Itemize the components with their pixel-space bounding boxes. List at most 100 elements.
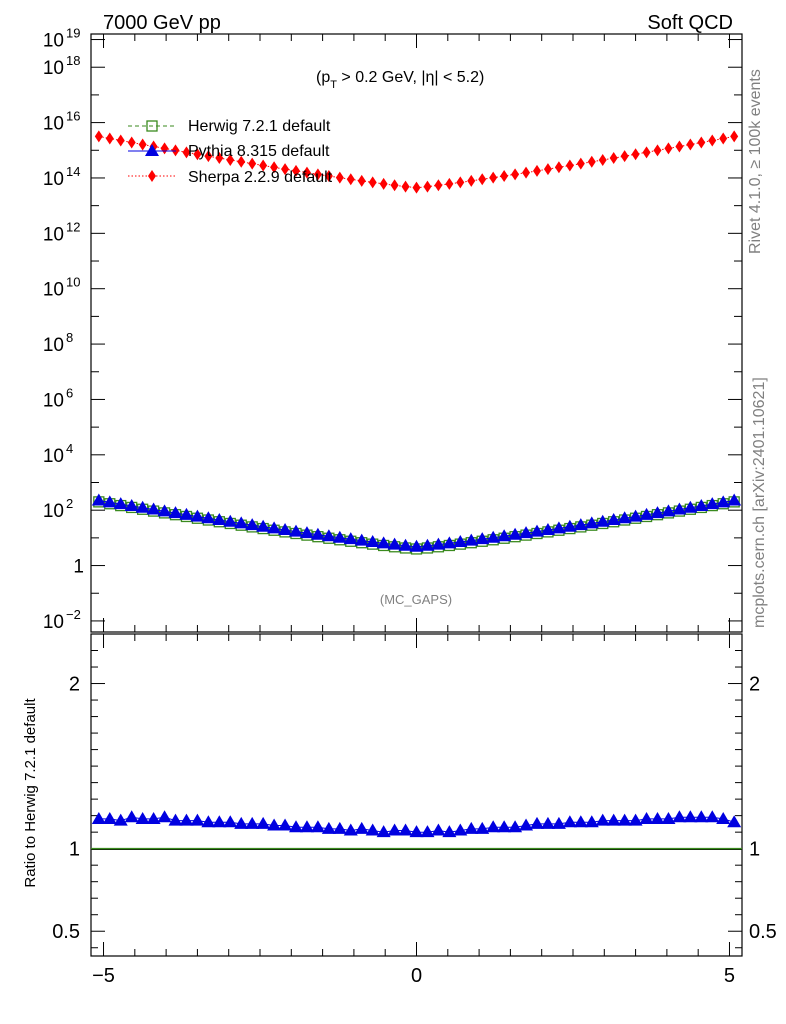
pythia-ratio-point	[694, 810, 709, 823]
pythia-ratio-point	[442, 825, 457, 838]
pythia-point	[278, 522, 293, 535]
pythia-point	[398, 538, 413, 551]
x-tick-label: −5	[92, 965, 115, 987]
pythia-ratio-point	[179, 813, 194, 826]
pythia-ratio-point	[606, 813, 621, 826]
sherpa-point	[335, 171, 344, 184]
sherpa-point	[675, 140, 684, 153]
legend-herwig-label: Herwig 7.2.1 default	[188, 118, 331, 135]
pythia-point	[256, 519, 271, 532]
pythia-point	[519, 526, 534, 539]
pythia-ratio-point	[519, 818, 534, 831]
pythia-ratio-point	[529, 816, 544, 829]
sherpa-point	[248, 157, 257, 170]
pythia-ratio-point	[628, 813, 643, 826]
pythia-ratio-point	[617, 813, 632, 826]
sherpa-point	[226, 153, 235, 166]
pythia-point	[540, 522, 555, 535]
sherpa-point	[532, 164, 541, 177]
pythia-point	[595, 514, 610, 527]
pythia-point	[201, 511, 216, 524]
y-tick-exponent: 16	[66, 109, 80, 124]
pythia-point	[683, 500, 698, 513]
pythia-point	[409, 539, 424, 552]
sherpa-point	[565, 159, 574, 172]
pythia-ratio-point	[113, 813, 128, 826]
sherpa-point	[302, 166, 311, 179]
header-left: 7000 GeV pp	[103, 12, 221, 34]
pythia-ratio-point	[376, 825, 391, 838]
y-tick-exponent: 4	[66, 441, 73, 456]
sherpa-point	[598, 153, 607, 166]
sherpa-point	[127, 136, 136, 149]
pythia-point	[91, 493, 106, 506]
sherpa-point	[620, 150, 629, 163]
pythia-point	[420, 538, 435, 551]
pythia-ratio-point	[431, 823, 446, 836]
sherpa-point	[270, 161, 279, 174]
pythia-point	[113, 497, 128, 510]
legend-sherpa-marker	[148, 170, 156, 182]
ratio-y-tick-label-right: 0.5	[749, 921, 777, 943]
plot-title: (pT > 0.2 GeV, |η| < 5.2)	[316, 69, 484, 91]
y-tick-exponent: −2	[66, 607, 81, 622]
x-tick-label: 0	[411, 965, 422, 987]
legend-sherpa-label: Sherpa 2.2.9 default	[188, 169, 333, 186]
pythia-ratio-point	[540, 816, 555, 829]
pythia-ratio-point	[464, 821, 479, 834]
pythia-ratio-point	[245, 816, 260, 829]
pythia-point	[705, 497, 720, 510]
pythia-ratio-point	[573, 815, 588, 828]
sherpa-point	[215, 152, 224, 165]
pythia-point	[321, 529, 336, 542]
legend-pythia-marker	[145, 144, 159, 156]
pythia-ratio-point	[146, 811, 161, 824]
sherpa-point	[478, 173, 487, 186]
sherpa-point	[401, 180, 410, 193]
pythia-point	[508, 527, 523, 540]
y-tick-label: 10	[43, 224, 64, 245]
ratio-y-tick-label-right: 2	[749, 674, 760, 696]
pythia-ratio-point	[102, 811, 117, 824]
sherpa-point	[587, 155, 596, 168]
sherpa-point	[193, 148, 202, 161]
sherpa-point	[500, 170, 509, 183]
legend-pythia-label: Pythia 8.315 default	[188, 143, 330, 160]
pythia-ratio-point	[212, 815, 227, 828]
sherpa-point	[697, 136, 706, 149]
sherpa-point	[664, 142, 673, 155]
sherpa-point	[346, 173, 355, 186]
pythia-ratio-point	[289, 820, 304, 833]
legend: Herwig 7.2.1 default Pythia 8.315 defaul…	[128, 118, 333, 186]
sherpa-point	[445, 177, 454, 190]
pythia-ratio-point	[398, 823, 413, 836]
pythia-ratio-point	[135, 811, 150, 824]
pythia-point	[628, 509, 643, 522]
sherpa-point	[292, 164, 301, 177]
main-series	[91, 130, 742, 555]
pythia-ratio-point	[650, 811, 665, 824]
ratio-y-tick-label: 2	[69, 674, 80, 696]
pythia-ratio-point	[168, 813, 183, 826]
sherpa-point	[489, 171, 498, 184]
ratio-ylabel: Ratio to Herwig 7.2.1 default	[22, 698, 39, 888]
pythia-point	[639, 507, 654, 520]
pythia-ratio-point	[310, 820, 325, 833]
sherpa-point	[522, 166, 531, 179]
pythia-ratio-point	[234, 816, 249, 829]
pythia-point	[168, 506, 183, 519]
pythia-point	[606, 513, 621, 526]
pythia-ratio-point	[157, 810, 172, 823]
pythia-point	[332, 530, 347, 543]
pythia-point	[442, 536, 457, 549]
pythia-point	[190, 509, 205, 522]
pythia-ratio-point	[420, 825, 435, 838]
sherpa-point	[511, 168, 520, 181]
pythia-ratio-point	[256, 816, 271, 829]
ratio-y-tick-label-right: 1	[749, 839, 760, 861]
pythia-ratio-point	[716, 811, 731, 824]
pythia-point	[573, 518, 588, 531]
sherpa-point	[204, 150, 213, 163]
mcplots-label: mcplots.cern.ch [arXiv:2401.10621]	[751, 377, 768, 628]
sherpa-point	[105, 132, 114, 145]
